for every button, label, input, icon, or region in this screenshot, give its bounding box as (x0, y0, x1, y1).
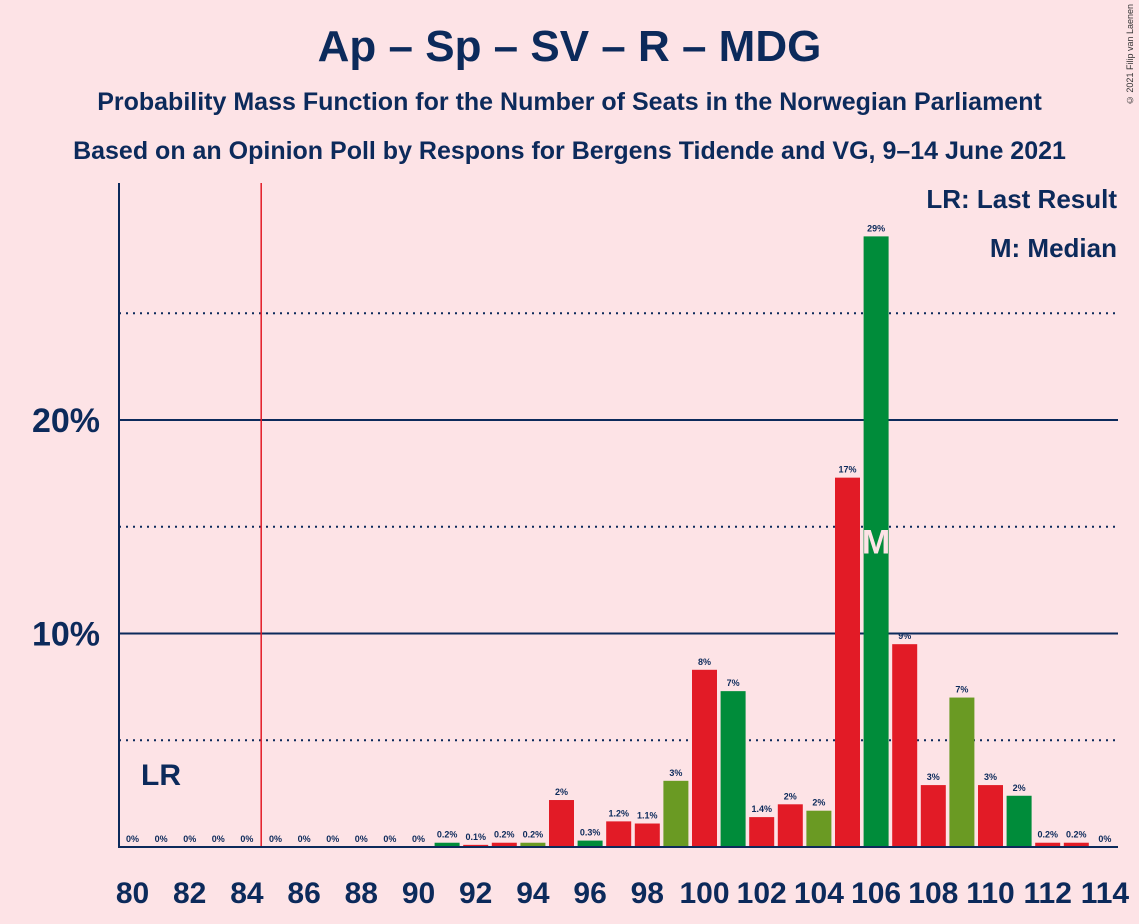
bar-label: 2% (812, 798, 825, 808)
bar-label: 7% (727, 678, 740, 688)
bar-label: 0% (155, 834, 168, 844)
bar-label: 29% (867, 223, 885, 233)
x-tick-label: 100 (679, 877, 729, 910)
bar (463, 844, 489, 847)
legend-last-result: LR: Last Result (926, 184, 1117, 214)
x-tick-label: 110 (966, 877, 1014, 910)
x-tick-label: 84 (230, 877, 264, 910)
x-tick-label: 106 (851, 877, 901, 910)
x-tick-label: 92 (459, 877, 492, 910)
bar-label: 0% (269, 834, 282, 844)
bar-label: 1.2% (608, 808, 629, 818)
bar (434, 842, 460, 847)
bar (1063, 842, 1089, 847)
bar-label: 2% (784, 791, 797, 801)
bar (577, 840, 603, 847)
bar-label: 0% (412, 834, 425, 844)
x-tick-label: 80 (116, 877, 149, 910)
bar (692, 669, 717, 847)
legend-median: M: Median (989, 233, 1117, 263)
last-result-label: LR (141, 759, 181, 792)
bar-label: 0% (126, 834, 139, 844)
median-marker: M (862, 524, 890, 562)
x-tick-label: 102 (737, 877, 787, 910)
bar (863, 236, 889, 847)
bar-label: 0.2% (494, 830, 515, 840)
x-tick-label: 98 (631, 877, 664, 910)
bar (634, 823, 660, 847)
x-tick-label: 90 (402, 877, 435, 910)
bar-label: 0% (355, 834, 368, 844)
chart-subtitle-2: Based on an Opinion Poll by Respons for … (73, 137, 1066, 165)
bar (1006, 795, 1032, 847)
bar (806, 810, 832, 847)
x-tick-label: 104 (794, 877, 844, 910)
bar-label: 1.1% (637, 811, 658, 821)
bar-label: 2% (1013, 783, 1026, 793)
bar (892, 644, 918, 847)
bar-label: 0% (298, 834, 311, 844)
bar (777, 804, 803, 847)
bar-label: 0.2% (437, 830, 458, 840)
x-tick-label: 108 (908, 877, 958, 910)
bar-label: 1.4% (751, 804, 772, 814)
bar-label: 3% (984, 772, 997, 782)
bar-label: 7% (955, 685, 968, 695)
bar-label: 0.3% (580, 828, 601, 838)
bar (520, 842, 546, 847)
y-tick-label: 20% (32, 402, 100, 440)
x-tick-label: 96 (573, 877, 606, 910)
bar-label: 0% (383, 834, 396, 844)
bar-label: 0.2% (1037, 830, 1058, 840)
bar-label: 17% (838, 465, 856, 475)
bar-label: 0.2% (523, 830, 544, 840)
bar-label: 3% (669, 768, 682, 778)
bar-label: 0% (326, 834, 339, 844)
bar-label: 0% (240, 834, 253, 844)
chart-title: Ap – Sp – SV – R – MDG (317, 22, 822, 71)
bar (920, 785, 946, 847)
chart-subtitle-1: Probability Mass Function for the Number… (97, 88, 1042, 116)
bar (606, 821, 632, 847)
bar-label: 2% (555, 787, 568, 797)
x-tick-label: 94 (516, 877, 550, 910)
bar-label: 0.2% (1066, 830, 1087, 840)
x-tick-label: 86 (287, 877, 320, 910)
x-tick-label: 88 (345, 877, 378, 910)
bar (663, 780, 689, 847)
bar-label: 0% (212, 834, 225, 844)
bar-label: 9% (898, 631, 911, 641)
bar (1035, 842, 1061, 847)
bar (491, 842, 517, 847)
bar-label: 8% (698, 657, 711, 667)
bar-label: 3% (927, 772, 940, 782)
bar-label: 0.1% (465, 832, 486, 842)
bar (978, 785, 1003, 847)
x-tick-label: 82 (173, 877, 206, 910)
bar (749, 817, 775, 847)
bar-label: 0% (183, 834, 196, 844)
bar-label: 0% (1098, 834, 1111, 844)
x-tick-label: 114 (1081, 877, 1130, 910)
bar (949, 697, 975, 847)
bar (720, 691, 746, 847)
bar (549, 800, 574, 847)
y-tick-label: 10% (32, 616, 100, 654)
x-tick-label: 112 (1023, 877, 1071, 910)
bar (835, 477, 860, 847)
